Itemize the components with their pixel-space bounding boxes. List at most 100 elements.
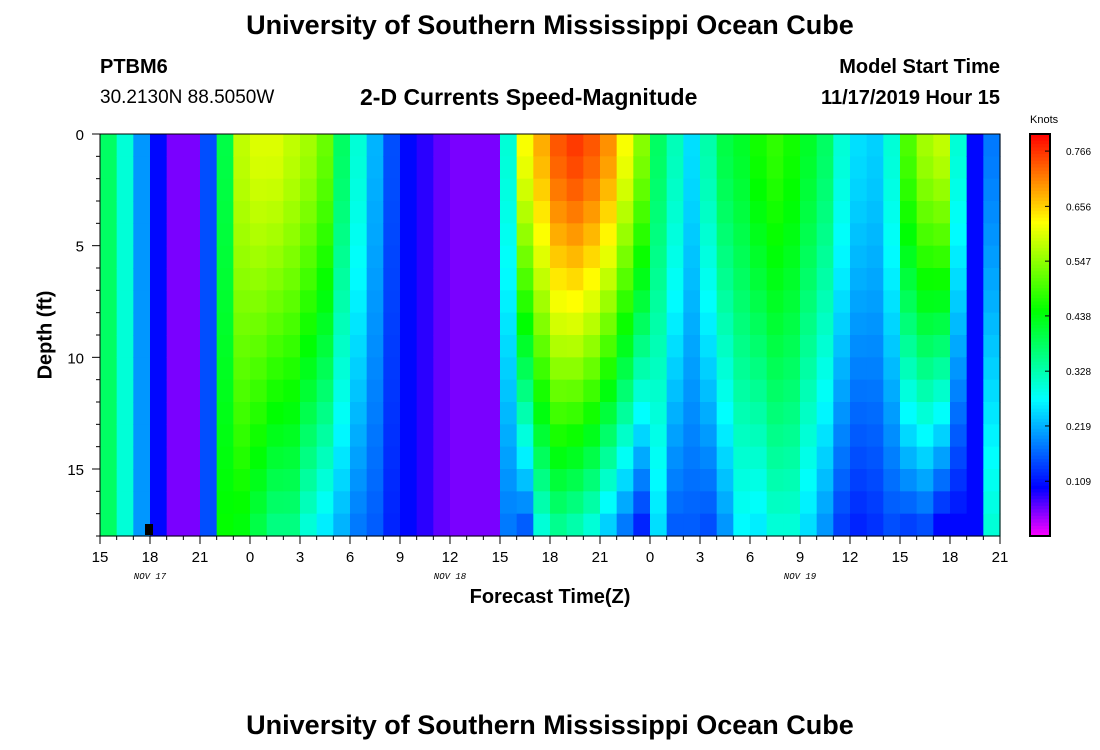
heatmap-cell <box>550 201 568 224</box>
heatmap-cell <box>666 312 684 336</box>
heatmap-cell <box>450 446 468 470</box>
heatmap-cell <box>100 201 118 224</box>
heatmap-cell <box>516 469 534 492</box>
heatmap-cell <box>933 491 951 515</box>
colorbar-segment <box>1030 341 1050 346</box>
heatmap-cell <box>450 268 468 291</box>
heatmap-cell <box>666 156 684 180</box>
heatmap-cell <box>183 424 201 448</box>
heatmap-cell <box>283 379 301 403</box>
heatmap-cell <box>166 469 184 492</box>
heatmap-cell <box>850 268 868 291</box>
heatmap-cell <box>366 357 384 381</box>
heatmap-cell <box>650 379 668 403</box>
heatmap-cell <box>283 156 301 180</box>
heatmap-cell <box>833 223 851 247</box>
heatmap-cell <box>966 201 984 224</box>
heatmap-cell <box>733 201 751 224</box>
heatmap-cell <box>916 134 934 157</box>
heatmap-cell <box>850 357 868 381</box>
heatmap-cell <box>366 312 384 336</box>
heatmap-cell <box>416 156 434 180</box>
colorbar-segment <box>1030 217 1050 222</box>
colorbar-segment <box>1030 164 1050 169</box>
heatmap-cell <box>333 223 351 247</box>
heatmap-cell <box>750 134 768 157</box>
colorbar-segment <box>1030 314 1050 319</box>
colorbar-segment <box>1030 311 1050 316</box>
colorbar-segment <box>1030 207 1050 212</box>
heatmap-cell <box>983 290 1001 314</box>
heatmap-cell <box>566 335 584 358</box>
heatmap-cell <box>533 402 551 425</box>
heatmap-cell <box>583 178 601 202</box>
heatmap-cell <box>500 223 518 247</box>
heatmap-cell <box>516 424 534 448</box>
heatmap-cell <box>600 446 618 470</box>
heatmap-cell <box>733 469 751 492</box>
heatmap-cell <box>300 223 318 247</box>
colorbar-segment <box>1030 174 1050 179</box>
heatmap-cell <box>500 424 518 448</box>
heatmap-cell <box>716 513 734 537</box>
heatmap-cell <box>766 402 784 425</box>
heatmap-cell <box>866 469 884 492</box>
heatmap-cell <box>683 223 701 247</box>
colorbar-title: Knots <box>1030 114 1059 126</box>
heatmap-cell <box>100 178 118 202</box>
heatmap-cell <box>433 402 451 425</box>
heatmap-cell <box>283 335 301 358</box>
heatmap-cell <box>616 357 634 381</box>
colorbar-segment <box>1030 395 1050 400</box>
heatmap-cell <box>266 134 284 157</box>
heatmap-cell <box>900 424 918 448</box>
heatmap-cell <box>533 156 551 180</box>
heatmap-cell <box>833 357 851 381</box>
heatmap-cell <box>950 335 968 358</box>
colorbar-segment <box>1030 425 1050 430</box>
colorbar-segment <box>1030 261 1050 266</box>
heatmap-cell <box>766 312 784 336</box>
heatmap-cell <box>133 178 151 202</box>
heatmap-cell <box>550 424 568 448</box>
heatmap-cell <box>733 156 751 180</box>
heatmap-cell <box>866 513 884 537</box>
heatmap-cell <box>233 245 251 269</box>
heatmap-cell <box>183 357 201 381</box>
heatmap-cell <box>683 312 701 336</box>
heatmap-cell <box>433 446 451 470</box>
heatmap-cell <box>300 290 318 314</box>
heatmap-cell <box>666 335 684 358</box>
heatmap-cell <box>783 156 801 180</box>
heatmap-cell <box>283 357 301 381</box>
heatmap-cell <box>816 178 834 202</box>
heatmap-cell <box>266 469 284 492</box>
heatmap-cell <box>400 402 418 425</box>
heatmap-cell <box>566 402 584 425</box>
heatmap-cell <box>583 156 601 180</box>
heatmap-cell <box>900 223 918 247</box>
heatmap-cell <box>400 491 418 515</box>
x-tick-label: 15 <box>492 549 509 566</box>
heatmap-cell <box>466 357 484 381</box>
model-start-label: Model Start Time <box>839 56 1000 78</box>
heatmap-cell <box>483 424 501 448</box>
heatmap-cell <box>783 402 801 425</box>
colorbar-segment <box>1030 388 1050 393</box>
colorbar-segment <box>1030 405 1050 410</box>
heatmap-cell <box>983 446 1001 470</box>
heatmap-cell <box>550 446 568 470</box>
heatmap-cell <box>750 357 768 381</box>
heatmap-cell <box>250 201 268 224</box>
heatmap-cell <box>900 268 918 291</box>
heatmap-cell <box>583 379 601 403</box>
heatmap-cell <box>250 379 268 403</box>
heatmap-cell <box>233 469 251 492</box>
heatmap-cell <box>883 223 901 247</box>
colorbar-segment <box>1030 288 1050 293</box>
heatmap-cell <box>316 446 334 470</box>
heatmap-cell <box>166 335 184 358</box>
heatmap-cell <box>666 357 684 381</box>
heatmap-cell <box>383 357 401 381</box>
heatmap-cell <box>416 312 434 336</box>
